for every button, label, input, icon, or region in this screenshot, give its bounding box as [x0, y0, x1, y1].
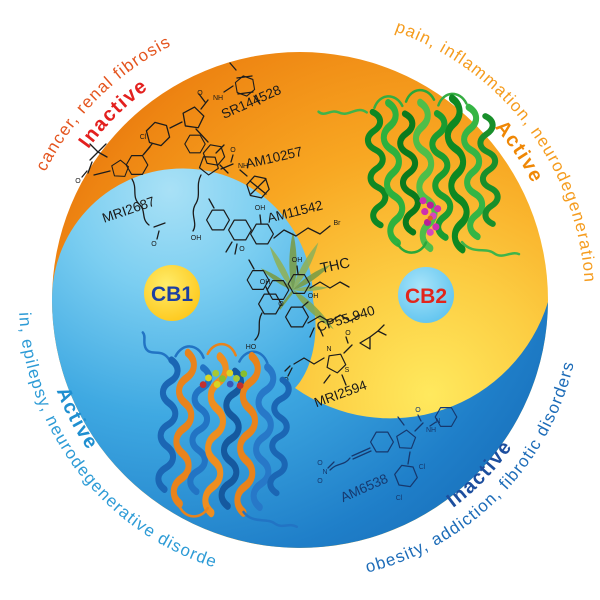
atom-label: HO: [246, 344, 257, 351]
atom-label: O: [345, 330, 351, 337]
atom-label: Br: [334, 220, 342, 227]
molecule-label: THC: [319, 255, 351, 277]
atom-label: OH: [308, 293, 319, 300]
atom-label: Cl: [140, 134, 147, 141]
atom-label: Cl: [419, 464, 426, 471]
atom-label: O: [239, 246, 245, 253]
cannabis-leaf-icon: [259, 231, 337, 332]
atom-label: Cl: [396, 495, 403, 502]
atom-label: OH: [255, 205, 266, 212]
atom-label: O: [197, 90, 203, 97]
atom-label: OH: [191, 235, 202, 242]
atom-label: S: [345, 367, 350, 374]
atom-label: NH: [426, 427, 436, 434]
atom-label: O: [317, 460, 323, 467]
atom-label: O: [415, 407, 421, 414]
atom-label: O: [151, 241, 157, 248]
atom-label: O: [230, 147, 236, 154]
cb2-ligand-spheres: [419, 197, 442, 236]
atom-label: NH: [238, 163, 248, 170]
atom-label: N: [322, 469, 327, 476]
atom-label: O: [75, 178, 81, 185]
cb2-label: CB2: [405, 285, 447, 308]
cb2-badge: CB2: [398, 267, 454, 323]
cb1-badge: CB1: [144, 265, 200, 321]
atom-label: O: [317, 478, 323, 485]
atom-label: OH: [292, 257, 303, 264]
cb1-label: CB1: [151, 283, 193, 306]
molecule-thc: OH O THC: [246, 255, 351, 308]
atom-label: NH: [213, 95, 223, 102]
cb1-ligand-spheres: [199, 369, 248, 390]
cb2-protein-ribbon: [317, 88, 521, 257]
cb1-protein-ribbon: [141, 331, 299, 529]
yinyang-blue-region: [51, 168, 549, 548]
atom-label: N: [326, 346, 331, 353]
atom-label: N: [435, 418, 440, 425]
atom-label: OH: [260, 279, 271, 286]
